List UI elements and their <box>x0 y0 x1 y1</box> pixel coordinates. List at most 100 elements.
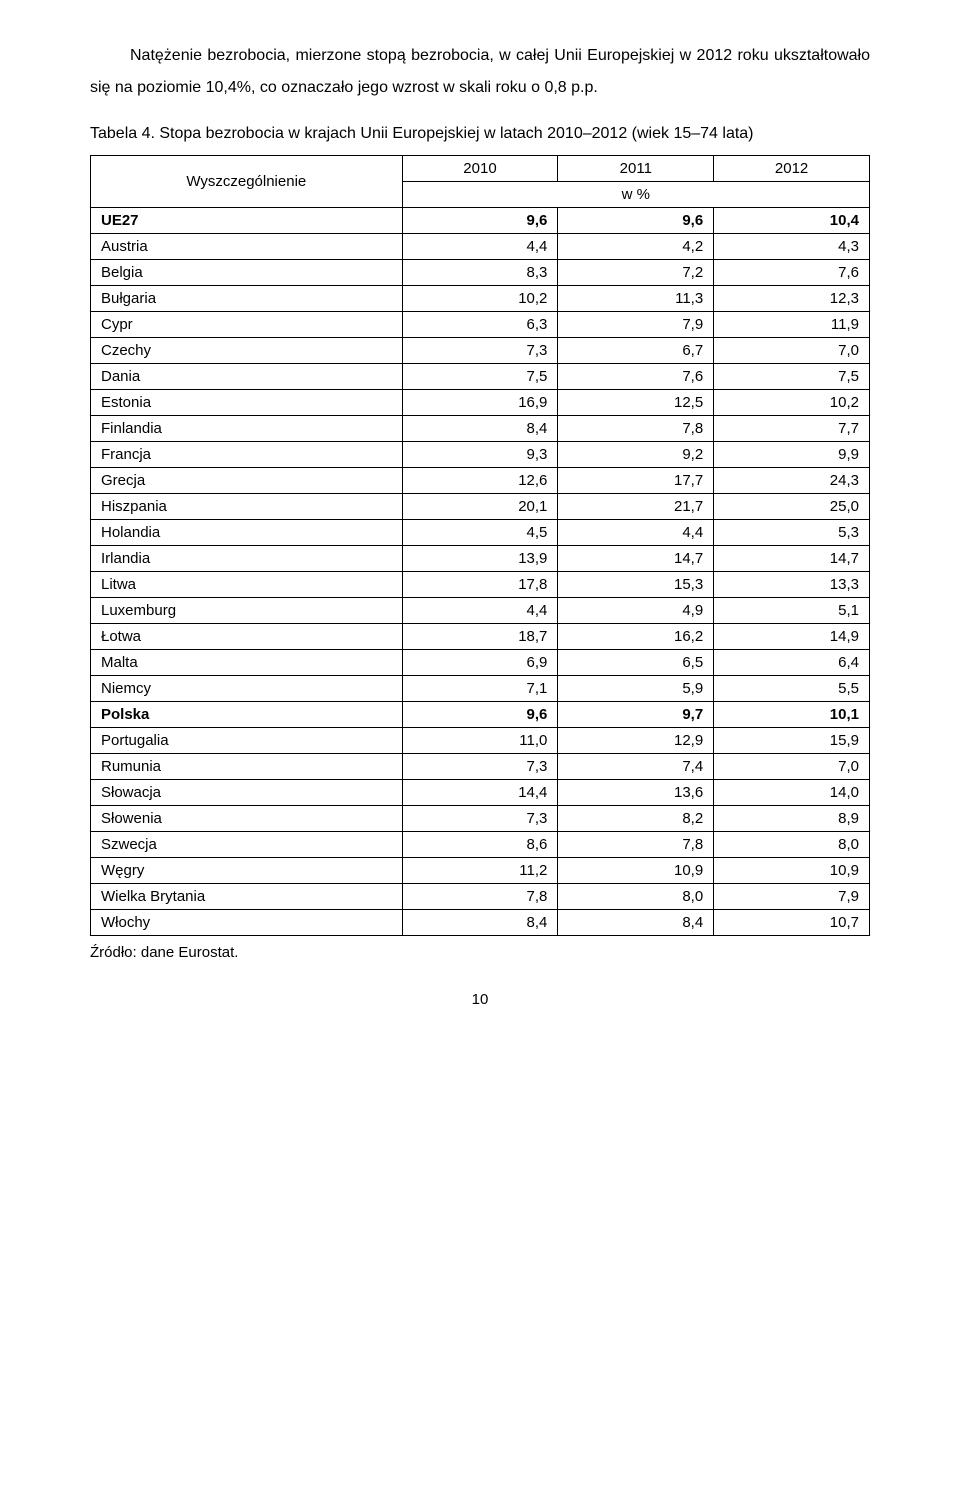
value-cell: 7,2 <box>558 259 714 285</box>
value-cell: 6,7 <box>558 337 714 363</box>
value-cell: 7,7 <box>714 415 870 441</box>
value-cell: 8,6 <box>402 831 558 857</box>
value-cell: 7,3 <box>402 337 558 363</box>
table-row: Grecja12,617,724,3 <box>91 467 870 493</box>
value-cell: 6,3 <box>402 311 558 337</box>
value-cell: 9,6 <box>558 207 714 233</box>
value-cell: 7,6 <box>558 363 714 389</box>
value-cell: 15,3 <box>558 571 714 597</box>
value-cell: 4,2 <box>558 233 714 259</box>
value-cell: 4,9 <box>558 597 714 623</box>
table-row: Holandia4,54,45,3 <box>91 519 870 545</box>
value-cell: 18,7 <box>402 623 558 649</box>
country-name: Łotwa <box>91 623 403 649</box>
value-cell: 16,9 <box>402 389 558 415</box>
header-label: Wyszczególnienie <box>91 155 403 207</box>
country-name: Litwa <box>91 571 403 597</box>
country-name: UE27 <box>91 207 403 233</box>
value-cell: 10,4 <box>714 207 870 233</box>
value-cell: 12,9 <box>558 727 714 753</box>
value-cell: 7,3 <box>402 805 558 831</box>
table-row: Irlandia13,914,714,7 <box>91 545 870 571</box>
value-cell: 7,1 <box>402 675 558 701</box>
value-cell: 14,7 <box>558 545 714 571</box>
value-cell: 7,8 <box>558 415 714 441</box>
value-cell: 8,2 <box>558 805 714 831</box>
country-name: Cypr <box>91 311 403 337</box>
value-cell: 9,6 <box>402 207 558 233</box>
country-name: Włochy <box>91 909 403 935</box>
country-name: Czechy <box>91 337 403 363</box>
table-row: Portugalia11,012,915,9 <box>91 727 870 753</box>
value-cell: 7,9 <box>714 883 870 909</box>
country-name: Luxemburg <box>91 597 403 623</box>
value-cell: 9,3 <box>402 441 558 467</box>
table-row: Czechy7,36,77,0 <box>91 337 870 363</box>
table-row: Wielka Brytania7,88,07,9 <box>91 883 870 909</box>
value-cell: 7,5 <box>714 363 870 389</box>
value-cell: 14,4 <box>402 779 558 805</box>
value-cell: 13,3 <box>714 571 870 597</box>
value-cell: 7,9 <box>558 311 714 337</box>
country-name: Estonia <box>91 389 403 415</box>
value-cell: 14,7 <box>714 545 870 571</box>
value-cell: 7,5 <box>402 363 558 389</box>
value-cell: 6,9 <box>402 649 558 675</box>
country-name: Niemcy <box>91 675 403 701</box>
value-cell: 4,3 <box>714 233 870 259</box>
value-cell: 11,2 <box>402 857 558 883</box>
table-row: Estonia16,912,510,2 <box>91 389 870 415</box>
table-row: Słowenia7,38,28,9 <box>91 805 870 831</box>
intro-paragraph: Natężenie bezrobocia, mierzone stopą bez… <box>90 40 870 104</box>
value-cell: 7,3 <box>402 753 558 779</box>
value-cell: 4,4 <box>558 519 714 545</box>
header-year-1: 2011 <box>558 155 714 181</box>
unemployment-table: Wyszczególnienie 2010 2011 2012 w % UE27… <box>90 155 870 936</box>
table-row: Łotwa18,716,214,9 <box>91 623 870 649</box>
value-cell: 6,4 <box>714 649 870 675</box>
country-name: Rumunia <box>91 753 403 779</box>
value-cell: 9,6 <box>402 701 558 727</box>
table-row: Litwa17,815,313,3 <box>91 571 870 597</box>
table-row: Belgia8,37,27,6 <box>91 259 870 285</box>
country-name: Finlandia <box>91 415 403 441</box>
value-cell: 7,0 <box>714 753 870 779</box>
value-cell: 7,8 <box>558 831 714 857</box>
country-name: Irlandia <box>91 545 403 571</box>
value-cell: 13,6 <box>558 779 714 805</box>
country-name: Szwecja <box>91 831 403 857</box>
value-cell: 9,2 <box>558 441 714 467</box>
value-cell: 17,7 <box>558 467 714 493</box>
header-year-0: 2010 <box>402 155 558 181</box>
value-cell: 8,3 <box>402 259 558 285</box>
table-row: Bułgaria10,211,312,3 <box>91 285 870 311</box>
value-cell: 16,2 <box>558 623 714 649</box>
country-name: Węgry <box>91 857 403 883</box>
table-row: Niemcy7,15,95,5 <box>91 675 870 701</box>
value-cell: 10,2 <box>714 389 870 415</box>
value-cell: 5,1 <box>714 597 870 623</box>
header-unit: w % <box>402 181 869 207</box>
value-cell: 11,9 <box>714 311 870 337</box>
table-header-row-1: Wyszczególnienie 2010 2011 2012 <box>91 155 870 181</box>
country-name: Grecja <box>91 467 403 493</box>
value-cell: 17,8 <box>402 571 558 597</box>
country-name: Austria <box>91 233 403 259</box>
value-cell: 7,6 <box>714 259 870 285</box>
value-cell: 20,1 <box>402 493 558 519</box>
page-number: 10 <box>90 991 870 1008</box>
country-name: Hiszpania <box>91 493 403 519</box>
table-row: Szwecja8,67,88,0 <box>91 831 870 857</box>
value-cell: 5,9 <box>558 675 714 701</box>
table-row: Polska9,69,710,1 <box>91 701 870 727</box>
table-source: Źródło: dane Eurostat. <box>90 944 870 961</box>
value-cell: 12,3 <box>714 285 870 311</box>
table-row: Węgry11,210,910,9 <box>91 857 870 883</box>
value-cell: 8,9 <box>714 805 870 831</box>
table-row: Włochy8,48,410,7 <box>91 909 870 935</box>
country-name: Dania <box>91 363 403 389</box>
country-name: Holandia <box>91 519 403 545</box>
table-row: Cypr6,37,911,9 <box>91 311 870 337</box>
value-cell: 7,0 <box>714 337 870 363</box>
value-cell: 24,3 <box>714 467 870 493</box>
